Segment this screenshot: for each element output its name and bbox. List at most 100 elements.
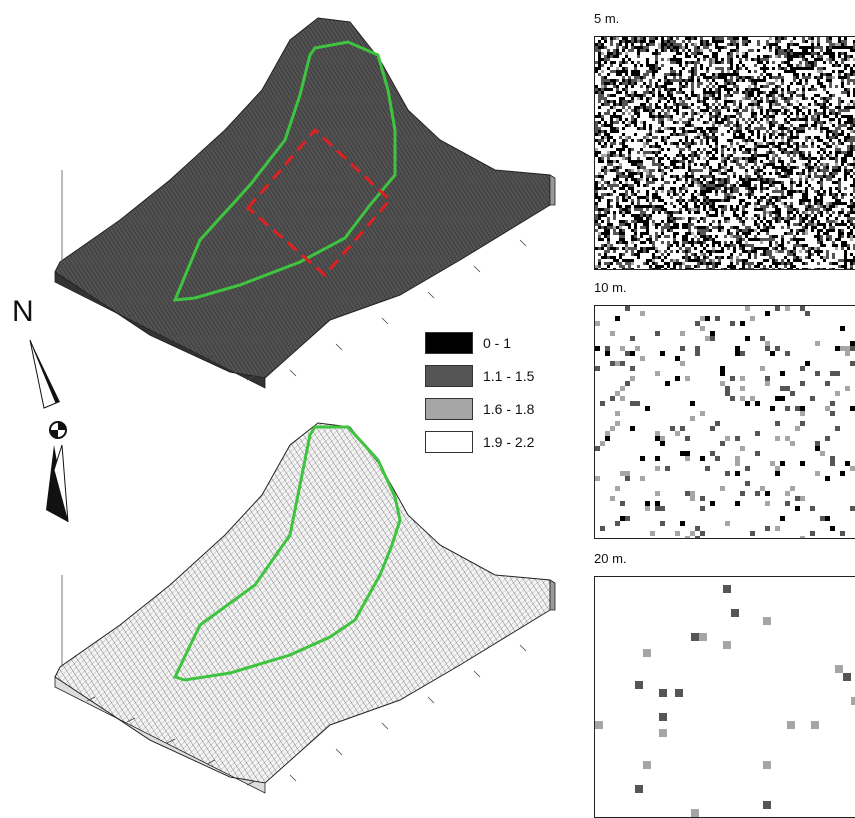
raster-cell: [679, 79, 682, 82]
raster-cell: [802, 91, 805, 94]
raster-cell: [793, 91, 796, 94]
raster-cell: [727, 178, 730, 181]
raster-cell: [736, 55, 739, 58]
raster-cell: [727, 70, 730, 73]
raster-cell: [787, 151, 790, 154]
raster-cell: [658, 268, 661, 269]
raster-cell: [652, 193, 655, 196]
raster-cell: [694, 37, 697, 40]
raster-cell: [718, 91, 721, 94]
raster-cell: [793, 70, 796, 73]
raster-cell: [637, 250, 640, 253]
raster-cell: [670, 220, 673, 223]
raster-cell: [598, 142, 601, 145]
raster-cell: [625, 306, 630, 311]
raster-cell: [775, 214, 778, 217]
raster-cell: [733, 235, 736, 238]
raster-cell: [619, 118, 622, 121]
raster-cell: [700, 100, 703, 103]
raster-cell: [787, 154, 790, 157]
raster-cell: [658, 163, 661, 166]
raster-cell: [718, 61, 721, 64]
raster-cell: [691, 67, 694, 70]
raster-cell: [841, 76, 844, 79]
raster-cell: [748, 202, 751, 205]
raster-cell: [679, 70, 682, 73]
raster-cell: [604, 97, 607, 100]
raster-cell: [595, 184, 598, 187]
raster-cell: [787, 250, 790, 253]
raster-cell: [619, 226, 622, 229]
raster-cell: [790, 145, 793, 148]
raster-cell: [805, 46, 808, 49]
raster-cell: [664, 262, 667, 265]
raster-cell: [742, 208, 745, 211]
raster-cell: [604, 268, 607, 269]
raster-cell: [625, 262, 628, 265]
raster-cell: [751, 193, 754, 196]
raster-cell: [770, 351, 775, 356]
raster-cell: [850, 361, 855, 366]
raster-cell: [721, 154, 724, 157]
raster-cell: [715, 106, 718, 109]
raster-cell: [631, 40, 634, 43]
raster-cell: [832, 268, 835, 269]
panel-5m: [594, 36, 855, 270]
raster-cell: [605, 351, 610, 356]
raster-cell: [808, 214, 811, 217]
raster-cell: [682, 199, 685, 202]
raster-cell: [730, 196, 733, 199]
raster-cell: [853, 172, 855, 175]
raster-cell: [601, 124, 604, 127]
raster-cell: [853, 247, 855, 250]
raster-cell: [730, 55, 733, 58]
raster-cell: [805, 67, 808, 70]
raster-cell: [697, 262, 700, 265]
raster-cell: [724, 169, 727, 172]
raster-cell: [736, 136, 739, 139]
raster-cell: [820, 256, 823, 259]
raster-cell: [742, 64, 745, 67]
raster-cell: [676, 244, 679, 247]
raster-cell: [634, 181, 637, 184]
raster-cell: [598, 127, 601, 130]
raster-cell: [781, 262, 784, 265]
raster-cell: [712, 79, 715, 82]
raster-cell: [610, 115, 613, 118]
north-arrow-icon: [29, 339, 69, 523]
raster-cell: [700, 253, 703, 256]
raster-cell: [622, 100, 625, 103]
raster-cell: [795, 406, 800, 411]
raster-cell: [784, 112, 787, 115]
raster-cell: [625, 241, 628, 244]
raster-cell: [631, 259, 634, 262]
raster-cell: [649, 181, 652, 184]
raster-cell: [718, 40, 721, 43]
raster-cell: [727, 73, 730, 76]
raster-cell: [838, 100, 841, 103]
raster-cell: [766, 232, 769, 235]
raster-cell: [808, 199, 811, 202]
raster-cell: [850, 223, 853, 226]
raster-cell: [616, 70, 619, 73]
raster-cell: [637, 79, 640, 82]
raster-cell: [805, 64, 808, 67]
raster-cell: [739, 259, 742, 262]
raster-cell: [742, 181, 745, 184]
raster-cell: [835, 193, 838, 196]
raster-cell: [775, 136, 778, 139]
raster-cell: [785, 436, 790, 441]
raster-cell: [649, 79, 652, 82]
raster-cell: [763, 181, 766, 184]
raster-cell: [751, 139, 754, 142]
raster-cell: [793, 259, 796, 262]
raster-cell: [685, 46, 688, 49]
raster-cell: [664, 40, 667, 43]
raster-cell: [751, 148, 754, 151]
raster-cell: [622, 214, 625, 217]
raster-cell: [637, 253, 640, 256]
raster-cell: [697, 79, 700, 82]
raster-cell: [670, 217, 673, 220]
raster-cell: [685, 157, 688, 160]
raster-cell: [679, 139, 682, 142]
